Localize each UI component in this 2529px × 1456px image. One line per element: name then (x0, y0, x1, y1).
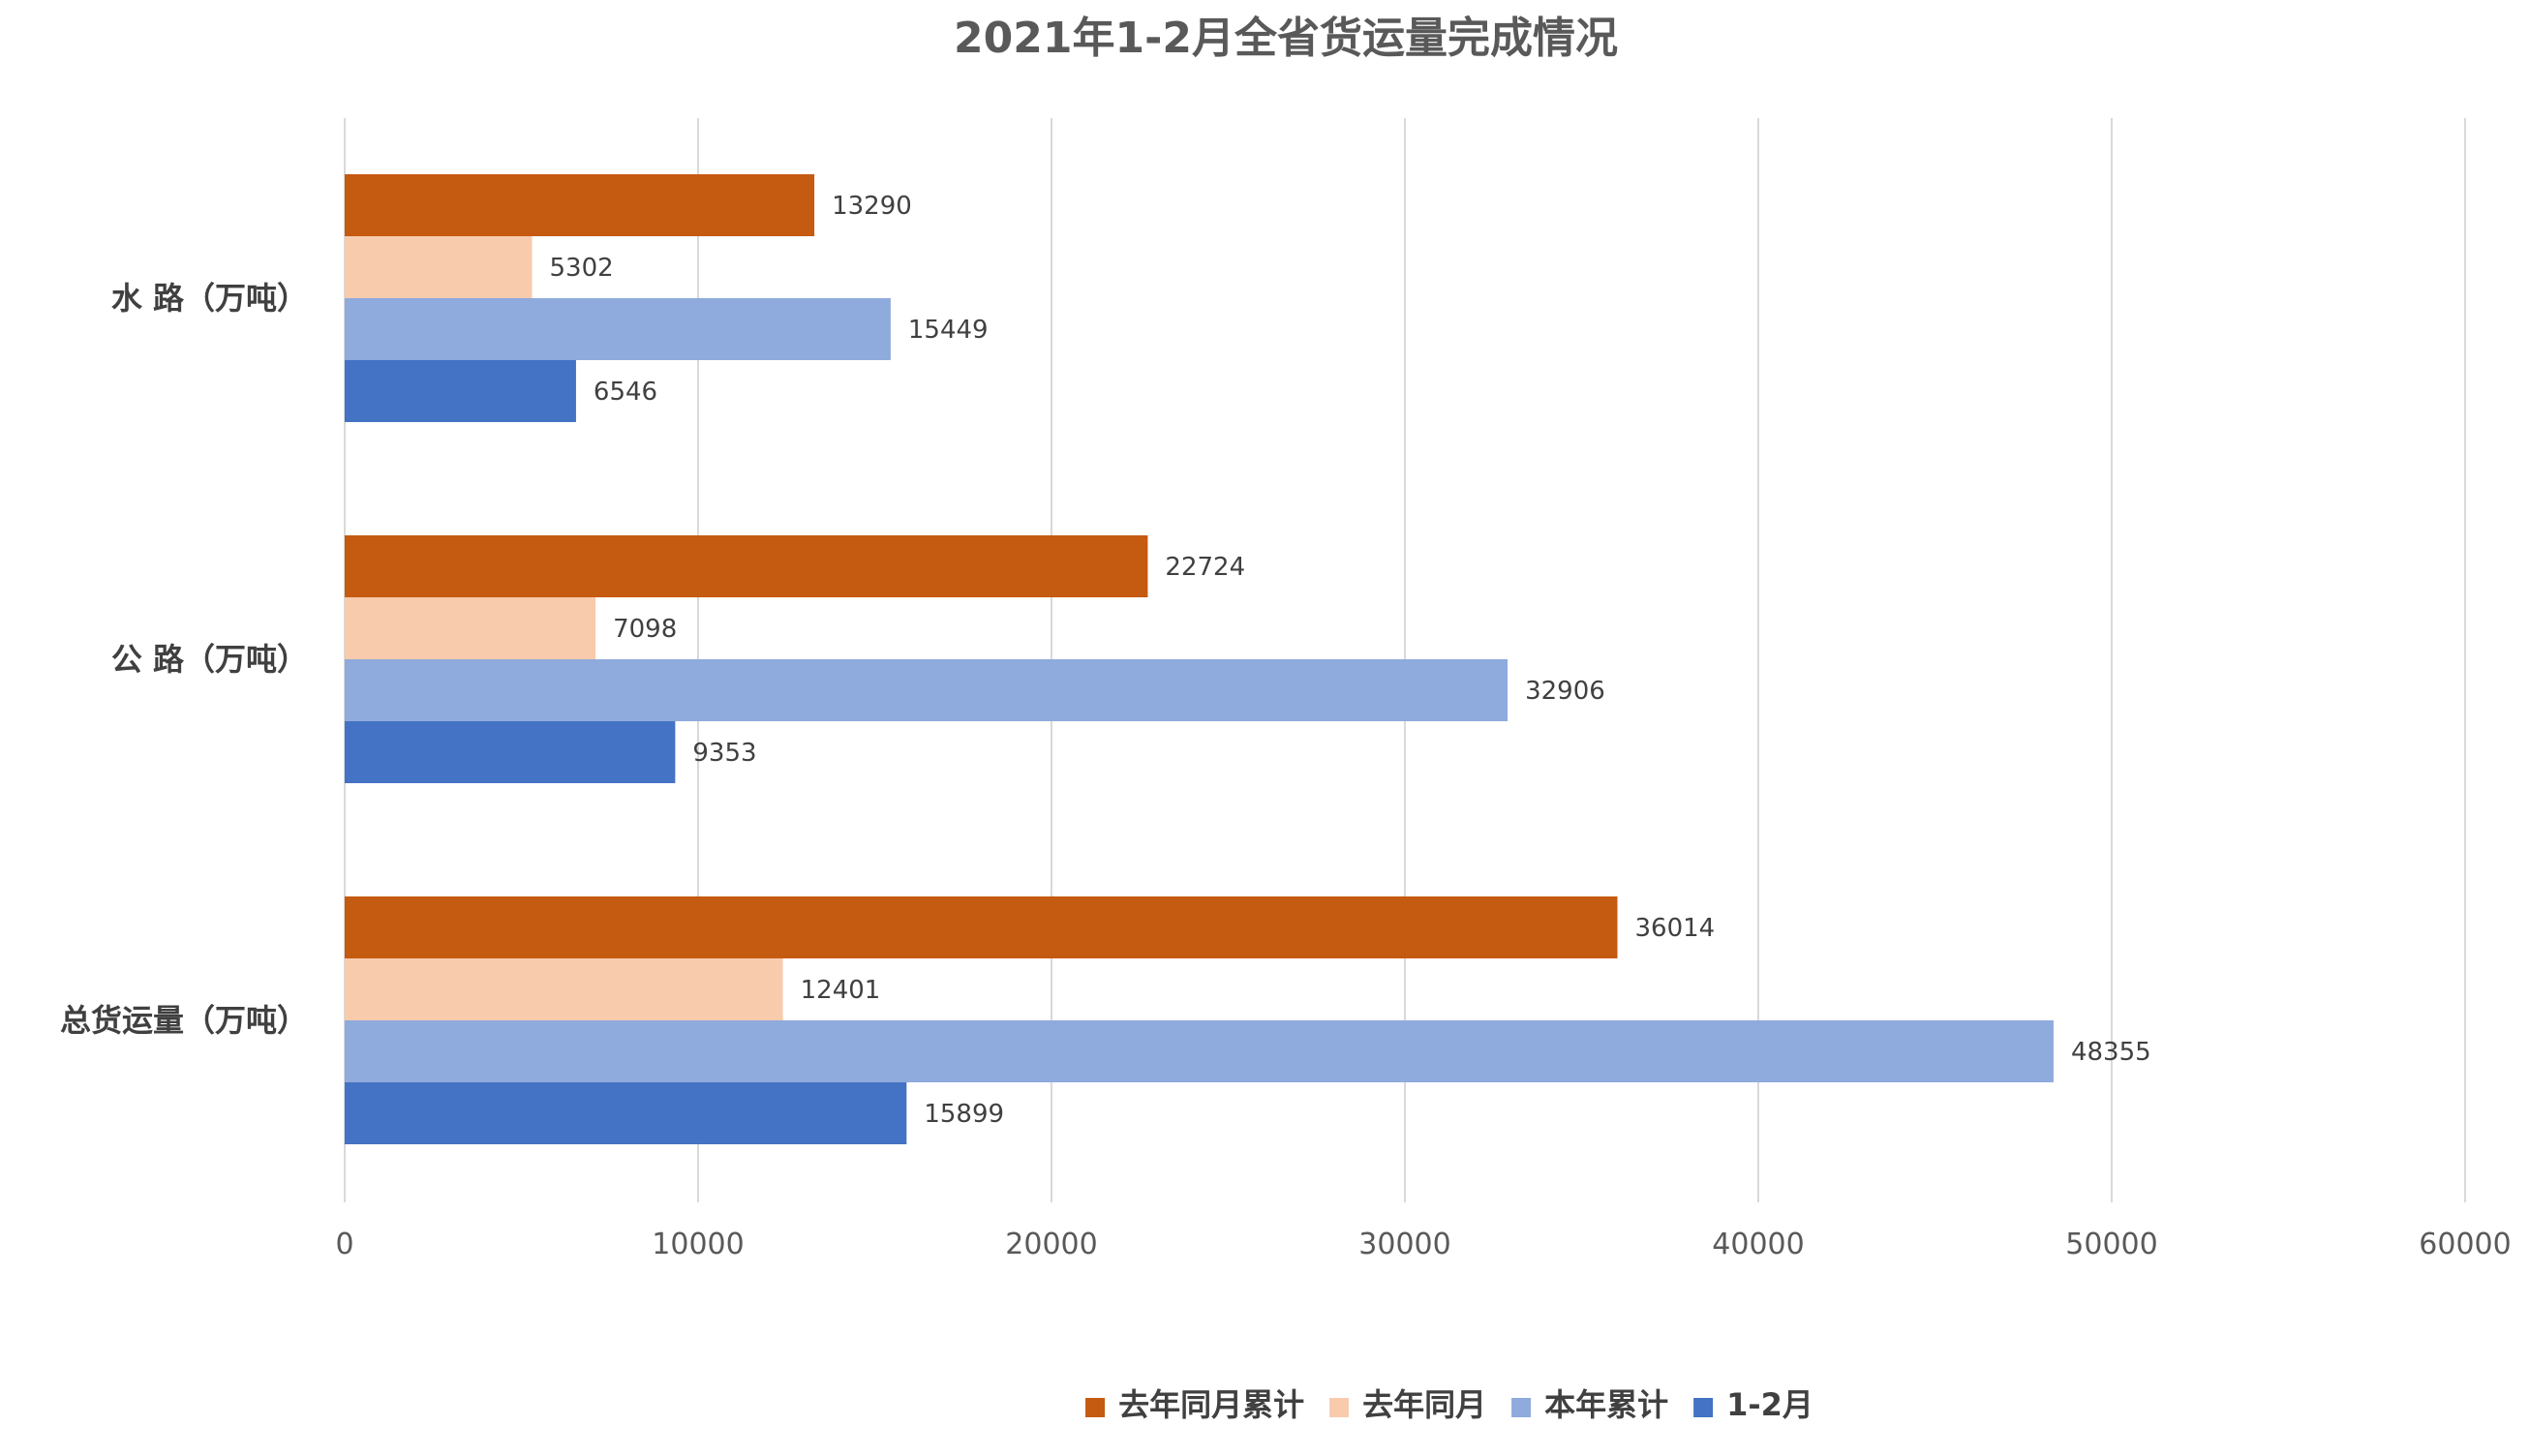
legend-swatch (1085, 1398, 1106, 1417)
bar (345, 597, 596, 659)
bar (345, 298, 891, 360)
data-label: 15899 (924, 1100, 1004, 1129)
bar (345, 1082, 907, 1144)
legend-label: 去年同月 (1362, 1386, 1486, 1423)
data-label: 5302 (550, 254, 614, 283)
category-label: 公 路（万吨） (111, 641, 308, 678)
x-axis-tick-labels: 0 10000 20000 30000 40000 50000 60000 (335, 1228, 2511, 1261)
bar (345, 1020, 2054, 1082)
legend-swatch (1511, 1398, 1532, 1417)
data-label: 12401 (801, 976, 881, 1005)
category-label: 总货运量（万吨） (60, 1002, 308, 1039)
legend: 去年同月累计 去年同月 本年累计 1-2月 (1085, 1386, 1813, 1423)
bar (345, 721, 676, 783)
data-label: 13290 (832, 192, 912, 221)
legend-label: 本年累计 (1544, 1386, 1668, 1423)
legend-item: 去年同月 (1329, 1386, 1486, 1423)
legend-label: 去年同月累计 (1118, 1386, 1304, 1423)
bar (345, 659, 1508, 721)
bar (345, 535, 1148, 597)
data-label: 9353 (692, 739, 756, 768)
legend-item: 去年同月累计 (1085, 1386, 1304, 1423)
data-label: 7098 (613, 615, 677, 644)
data-label: 48355 (2071, 1038, 2151, 1067)
data-label: 22724 (1165, 553, 1245, 582)
bars (345, 174, 2054, 1144)
data-label: 6546 (594, 378, 657, 407)
legend-item: 1-2月 (1693, 1386, 1813, 1423)
x-tick-label: 60000 (2419, 1228, 2511, 1261)
category-label: 水 路（万吨） (111, 280, 308, 317)
chart-title: 2021年1-2月全省货运量完成情况 (954, 14, 1618, 63)
data-label: 32906 (1525, 677, 1605, 706)
legend-item: 本年累计 (1511, 1386, 1668, 1423)
legend-label: 1-2月 (1726, 1386, 1813, 1423)
bar (345, 958, 783, 1020)
bar (345, 236, 533, 298)
x-tick-label: 40000 (1712, 1228, 1804, 1261)
legend-swatch (1329, 1398, 1350, 1417)
x-tick-label: 50000 (2065, 1228, 2157, 1261)
category-labels: 水 路（万吨） 公 路（万吨） 总货运量（万吨） (60, 280, 308, 1039)
data-label: 36014 (1635, 914, 1716, 943)
legend-swatch (1693, 1398, 1714, 1417)
data-label: 15449 (908, 316, 989, 345)
x-tick-label: 0 (335, 1228, 353, 1261)
bar (345, 896, 1618, 958)
x-tick-label: 10000 (652, 1228, 744, 1261)
data-labels: 13290 5302 15449 6546 22724 7098 32906 9353 3601… (550, 192, 2151, 1129)
x-tick-label: 30000 (1358, 1228, 1450, 1261)
bar (345, 174, 815, 236)
bar (345, 360, 576, 422)
x-tick-label: 20000 (1005, 1228, 1097, 1261)
